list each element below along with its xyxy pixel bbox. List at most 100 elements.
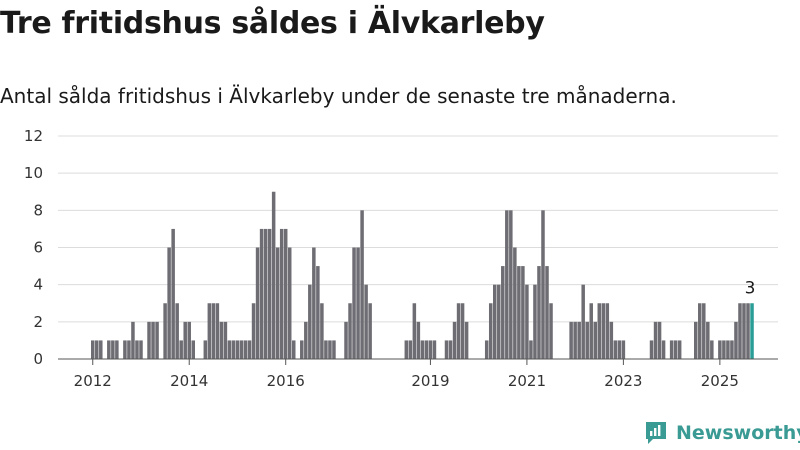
bar — [404, 340, 409, 359]
bar — [111, 340, 115, 359]
bar — [432, 340, 437, 359]
bar — [718, 340, 722, 359]
bar — [525, 284, 529, 359]
bar — [617, 340, 622, 359]
bar — [738, 303, 742, 359]
bar — [163, 303, 167, 359]
bar — [444, 340, 449, 359]
bar — [227, 340, 232, 359]
bar — [448, 340, 453, 359]
bar — [569, 321, 573, 359]
bar — [235, 340, 240, 359]
bar — [702, 303, 706, 359]
bar — [231, 340, 236, 359]
bar — [541, 210, 545, 359]
bar — [344, 321, 348, 359]
y-tick-label: 8 — [33, 201, 43, 219]
bar — [585, 321, 589, 359]
bar — [99, 340, 103, 359]
bar — [581, 284, 585, 359]
bar — [247, 340, 252, 359]
bar-chart: 0 2 4 6 8 10 12 2012 2014 2016 2019 2021 2023 2025 3 — [24, 127, 778, 390]
bar — [328, 340, 332, 359]
bar — [488, 303, 493, 359]
y-tick-label: 6 — [33, 239, 43, 257]
newsworthy-logo: Newsworthy — [644, 420, 800, 446]
bar — [312, 247, 316, 359]
bar — [151, 321, 155, 359]
bar — [191, 340, 195, 359]
bar — [348, 303, 352, 359]
bar — [287, 247, 292, 359]
bar — [549, 303, 553, 359]
bar — [593, 321, 597, 359]
bar — [332, 340, 336, 359]
bar — [304, 321, 308, 359]
bar — [698, 303, 702, 359]
bar — [452, 321, 457, 359]
bar — [577, 321, 581, 359]
bar — [115, 340, 119, 359]
bar — [710, 340, 714, 359]
bar — [95, 340, 99, 359]
x-tick-label: 2016 — [267, 372, 305, 390]
bar — [484, 340, 489, 359]
bar — [501, 266, 505, 359]
bar — [726, 340, 730, 359]
bar — [420, 340, 425, 359]
x-tick-label: 2014 — [170, 372, 208, 390]
bar — [517, 266, 521, 359]
bar — [694, 321, 698, 359]
bar — [356, 247, 360, 359]
bar — [139, 340, 143, 359]
bar — [211, 303, 216, 359]
bar — [183, 321, 187, 359]
bar — [107, 340, 111, 359]
bar — [505, 210, 509, 359]
bar — [320, 303, 324, 359]
bar — [271, 191, 276, 359]
bar — [456, 303, 461, 359]
y-tick-label: 2 — [33, 313, 43, 331]
bar — [464, 321, 469, 359]
bar — [308, 284, 312, 359]
bar — [669, 340, 674, 359]
bar — [275, 247, 280, 359]
bar — [424, 340, 429, 359]
bar — [537, 266, 541, 359]
bar — [283, 228, 288, 359]
bar — [706, 321, 710, 359]
bar — [573, 321, 577, 359]
bar — [300, 340, 304, 359]
bar — [251, 303, 256, 359]
bar — [135, 340, 139, 359]
bar — [742, 303, 746, 359]
bar — [167, 247, 171, 359]
bar — [746, 303, 750, 359]
bar — [239, 340, 244, 359]
bar — [730, 340, 734, 359]
bar — [368, 303, 372, 359]
bar — [203, 340, 208, 359]
bar — [545, 266, 549, 359]
bar — [131, 321, 135, 359]
last-value-label: 3 — [745, 278, 756, 298]
bar — [509, 210, 513, 359]
bar — [223, 321, 228, 359]
bar — [267, 228, 272, 359]
bar — [677, 340, 682, 359]
bar-latest — [750, 303, 754, 359]
bar — [175, 303, 179, 359]
bar — [673, 340, 678, 359]
x-tick-label: 2025 — [701, 372, 739, 390]
bar — [243, 340, 248, 359]
bar — [416, 321, 421, 359]
bar — [187, 321, 191, 359]
bar — [734, 321, 738, 359]
bar — [597, 303, 602, 359]
bar — [649, 340, 654, 359]
bar — [147, 321, 151, 359]
bar — [364, 284, 368, 359]
x-tick-label: 2021 — [508, 372, 546, 390]
bar — [601, 303, 606, 359]
